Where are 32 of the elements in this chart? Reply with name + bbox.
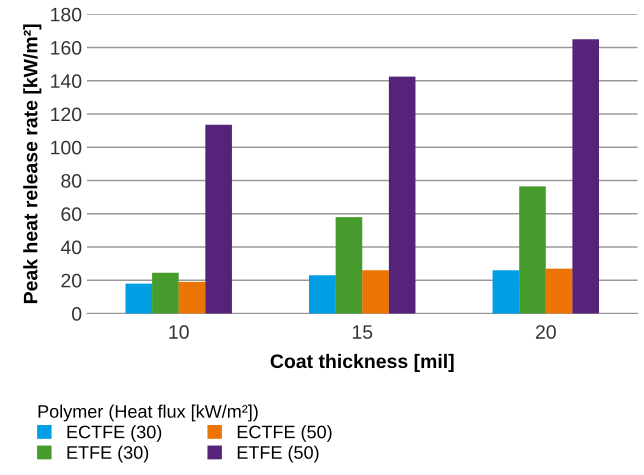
legend-label: ETFE (30) — [67, 446, 148, 462]
legend-label: ECTFE (50) — [238, 425, 332, 442]
legend-title: Polymer (Heat flux [kW/m²]) — [38, 404, 258, 422]
x-tick-label: 20 — [536, 325, 556, 339]
bar — [519, 186, 546, 314]
legend-label: ETFE (50) — [238, 446, 318, 462]
bar — [336, 217, 362, 314]
bar — [205, 124, 232, 314]
bar — [388, 76, 416, 314]
y-tick-label: 20 — [61, 274, 82, 288]
bar — [546, 268, 572, 314]
bar — [309, 275, 336, 314]
y-tick-label: 160 — [51, 40, 82, 55]
y-tick-label: 40 — [60, 240, 82, 254]
y-tick-label: 80 — [61, 174, 82, 188]
x-axis-title: Coat thickness [mil] — [270, 354, 454, 372]
bar — [152, 272, 179, 314]
y-tick-label: 60 — [61, 207, 82, 221]
legend-label: ECTFE (30) — [67, 425, 162, 442]
y-tick-label: 180 — [51, 8, 82, 22]
bar — [572, 39, 600, 314]
x-tick-label: 10 — [169, 325, 189, 339]
y-tick-label: 0 — [72, 306, 82, 321]
bar — [178, 282, 206, 314]
y-tick-label: 100 — [51, 140, 82, 154]
bar — [492, 270, 520, 314]
y-tick-label: 120 — [51, 107, 82, 122]
bar — [362, 270, 389, 314]
x-tick-label: 15 — [352, 325, 372, 339]
bar — [125, 284, 152, 314]
y-tick-label: 140 — [51, 74, 82, 88]
y-axis-title: Peak heat release rate [kW/m²] — [23, 24, 42, 304]
